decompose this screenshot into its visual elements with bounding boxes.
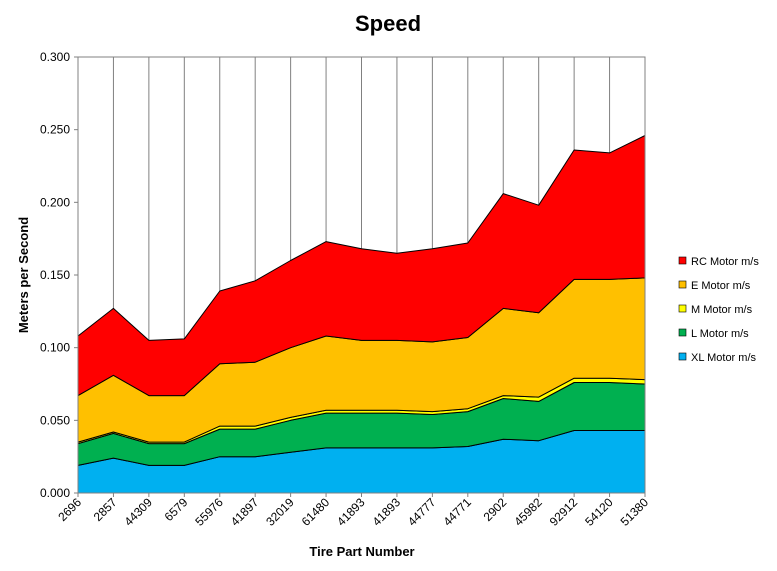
- x-tick-label: 54120: [582, 495, 616, 529]
- legend-label: XL Motor m/s: [691, 352, 756, 364]
- x-tick-label: 51380: [618, 495, 652, 529]
- x-tick-label: 2857: [91, 495, 120, 524]
- legend-label: L Motor m/s: [691, 328, 749, 340]
- x-tick-label: 45982: [511, 495, 545, 529]
- y-tick-label: 0.050: [40, 413, 70, 427]
- x-tick-label: 41893: [370, 495, 404, 529]
- x-tick-label: 61480: [299, 495, 333, 529]
- y-tick-label: 0.000: [40, 486, 70, 500]
- x-tick-label: 41897: [228, 495, 262, 529]
- x-tick-label: 41893: [334, 495, 368, 529]
- chart-title: Speed: [355, 11, 421, 36]
- x-tick-label: 44309: [121, 495, 155, 529]
- x-tick-label: 44771: [440, 495, 474, 529]
- x-axis: 2696 2857 44309 6579 55976 41897 32019 61480 418…: [55, 492, 652, 529]
- y-tick-label: 0.150: [40, 268, 70, 282]
- legend-label: M Motor m/s: [691, 304, 753, 316]
- x-tick-label: 2902: [481, 495, 510, 524]
- y-tick-label: 0.200: [40, 195, 70, 209]
- legend-swatch: [678, 304, 687, 313]
- x-tick-label: 55976: [192, 495, 226, 529]
- legend-swatch: [678, 256, 687, 265]
- legend-label: E Motor m/s: [691, 280, 751, 292]
- legend-swatch: [678, 280, 687, 289]
- y-axis-label: Meters per Second: [16, 217, 31, 333]
- legend-label: RC Motor m/s: [691, 256, 759, 268]
- y-tick-label: 0.250: [40, 123, 70, 137]
- y-tick-label: 0.300: [40, 50, 70, 64]
- x-tick-label: 32019: [263, 495, 297, 529]
- series-areas: [77, 56, 646, 494]
- x-tick-label: 44777: [405, 495, 439, 529]
- legend-swatch: [678, 328, 687, 337]
- legend: RC Motor m/s E Motor m/s M Motor m/s L Moto…: [678, 256, 759, 364]
- y-tick-label: 0.100: [40, 341, 70, 355]
- y-axis: 0.000 0.050 0.100 0.150 0.200 0.250 0.300: [40, 50, 79, 500]
- legend-swatch: [678, 352, 687, 361]
- x-axis-label: Tire Part Number: [309, 544, 414, 559]
- x-tick-label: 92912: [547, 495, 581, 529]
- x-tick-label: 6579: [162, 495, 191, 524]
